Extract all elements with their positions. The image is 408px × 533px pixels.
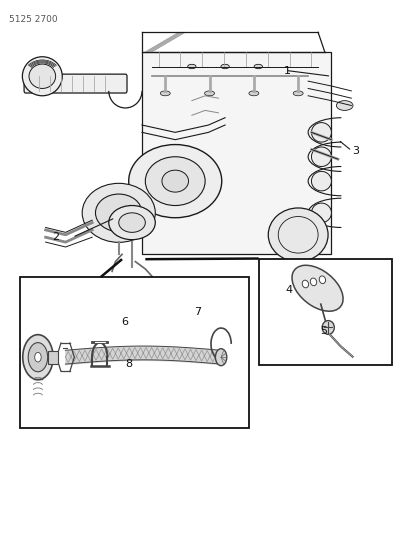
Ellipse shape [311, 123, 331, 142]
Ellipse shape [311, 203, 331, 223]
Text: 6: 6 [122, 317, 129, 327]
Text: 3: 3 [353, 146, 359, 156]
Ellipse shape [322, 320, 334, 334]
Ellipse shape [254, 64, 262, 69]
Bar [20, 277, 248, 428]
Ellipse shape [95, 194, 142, 232]
Text: 5125 2700: 5125 2700 [9, 14, 58, 23]
Ellipse shape [319, 276, 326, 284]
Polygon shape [142, 52, 331, 254]
Ellipse shape [311, 172, 331, 191]
Bar [259, 259, 392, 365]
Ellipse shape [268, 208, 328, 262]
Ellipse shape [35, 352, 41, 362]
Text: 1: 1 [284, 67, 290, 76]
Ellipse shape [215, 349, 227, 366]
Text: 8: 8 [126, 359, 133, 369]
Ellipse shape [129, 144, 222, 217]
Ellipse shape [29, 64, 55, 88]
Ellipse shape [302, 280, 308, 288]
Text: 7: 7 [194, 306, 202, 317]
Text: 4: 4 [286, 285, 293, 295]
Ellipse shape [82, 183, 155, 243]
Text: 2: 2 [53, 232, 60, 243]
Ellipse shape [336, 101, 353, 110]
Ellipse shape [310, 278, 317, 286]
Ellipse shape [221, 64, 229, 69]
Ellipse shape [162, 170, 188, 192]
Ellipse shape [23, 335, 53, 379]
Bar [48, 351, 58, 364]
Ellipse shape [22, 56, 62, 96]
Ellipse shape [145, 157, 205, 206]
Ellipse shape [188, 64, 196, 69]
Ellipse shape [109, 206, 155, 240]
Ellipse shape [292, 265, 343, 311]
Ellipse shape [293, 91, 303, 96]
Ellipse shape [119, 213, 145, 232]
Ellipse shape [249, 91, 259, 96]
Ellipse shape [204, 91, 215, 96]
Ellipse shape [311, 147, 331, 166]
Ellipse shape [160, 91, 170, 96]
Ellipse shape [28, 343, 48, 372]
FancyBboxPatch shape [24, 74, 127, 93]
Text: 5: 5 [320, 326, 327, 336]
